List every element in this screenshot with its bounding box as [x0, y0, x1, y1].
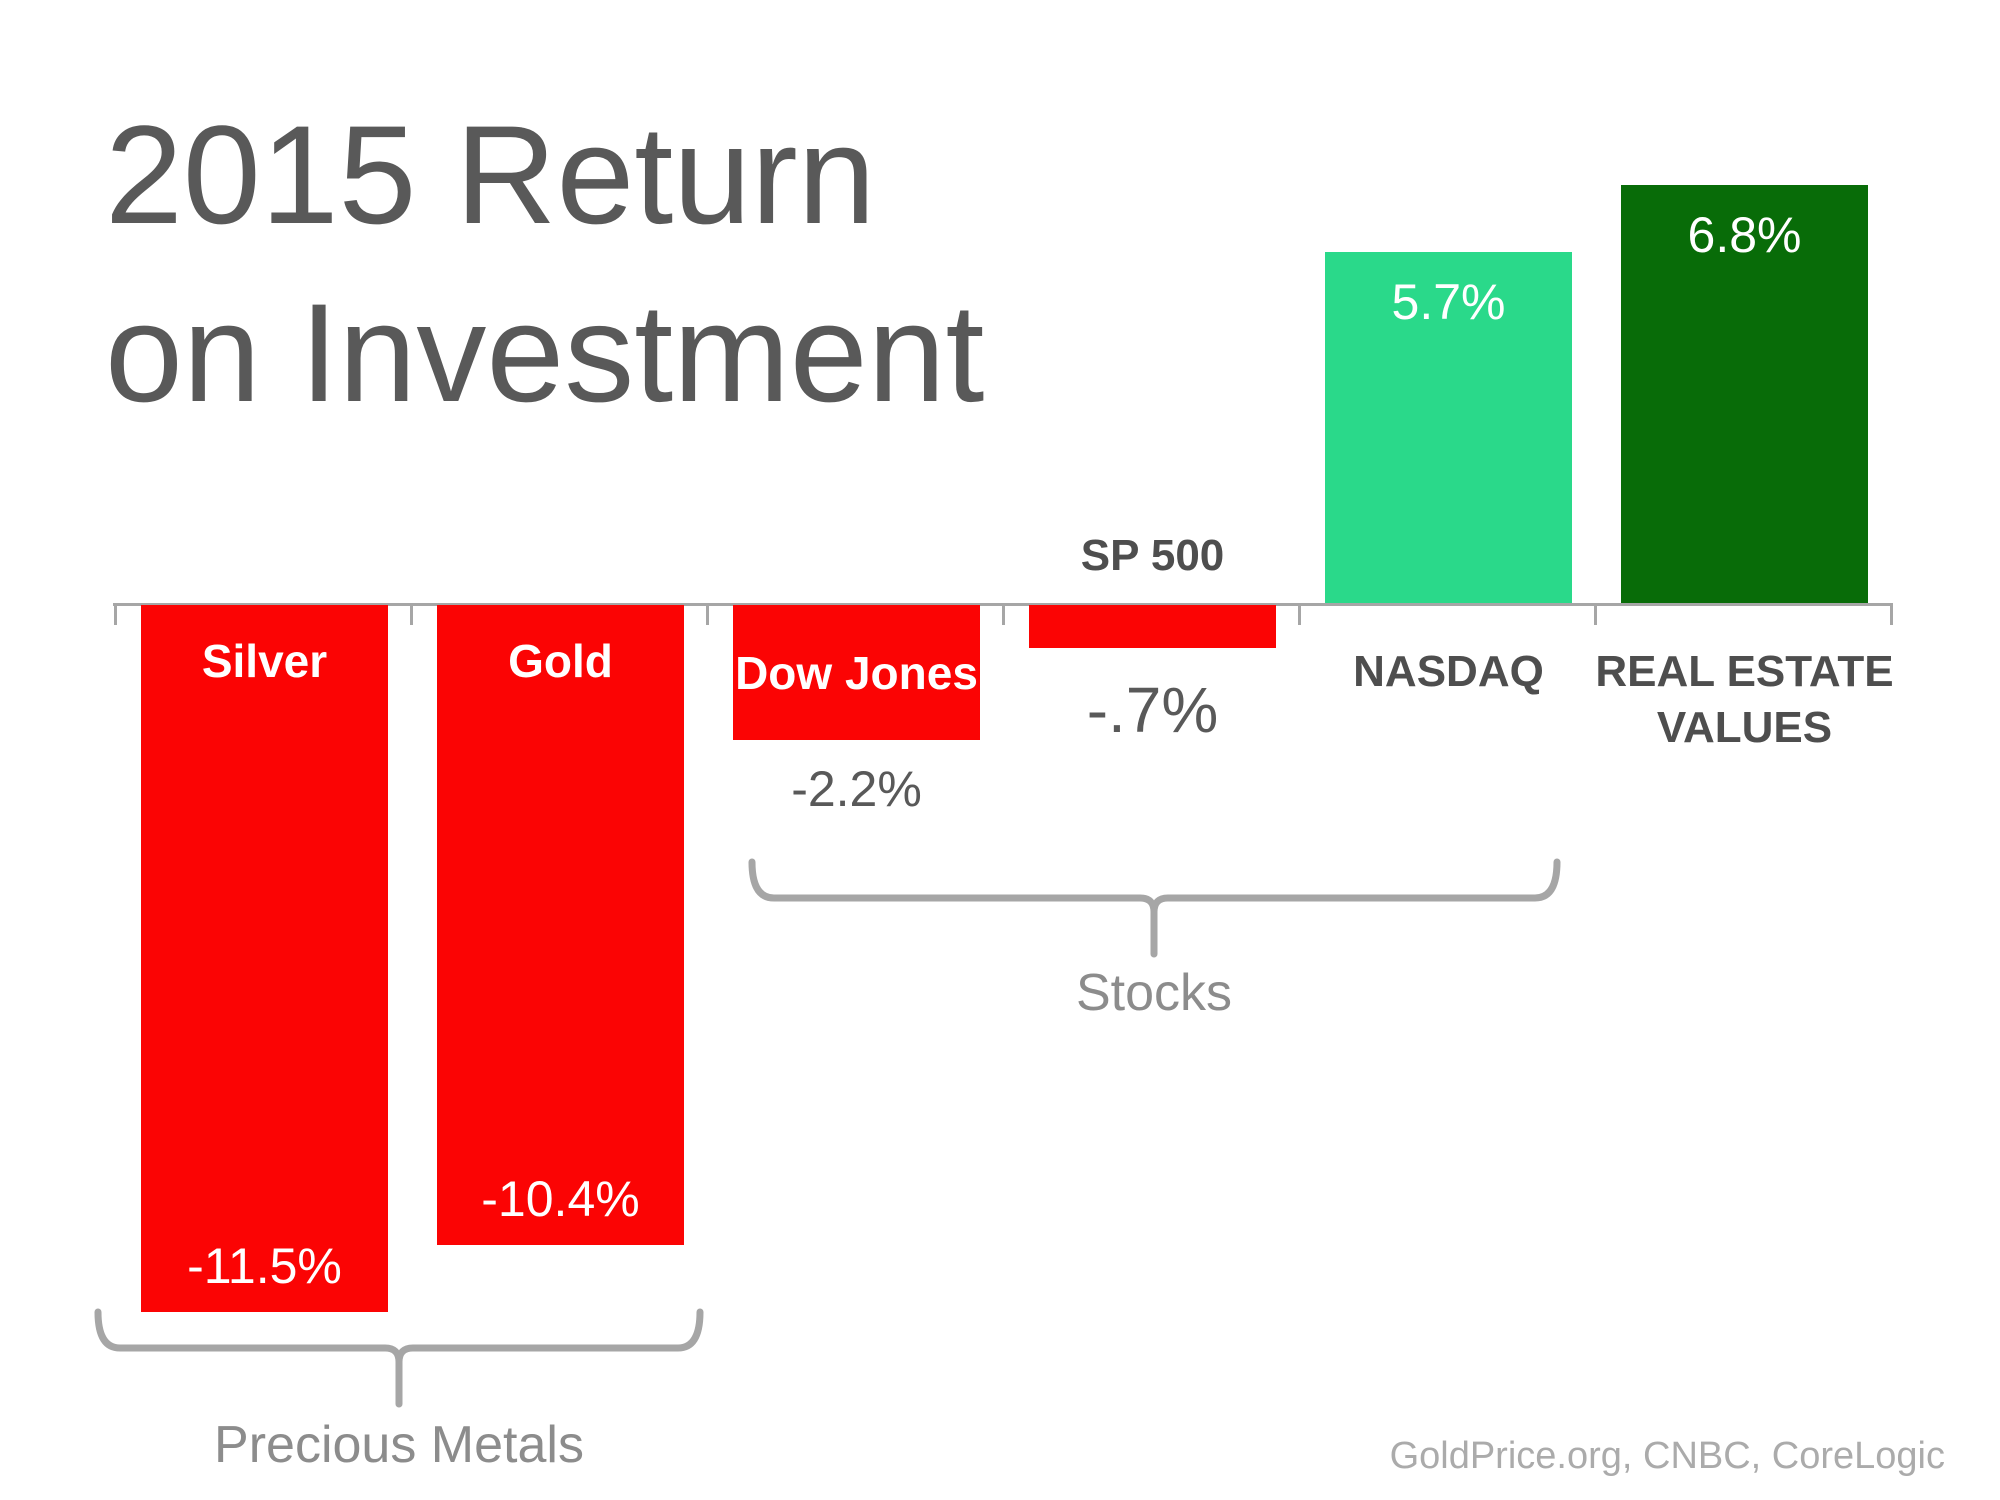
- source-credit: GoldPrice.org, CNBC, CoreLogic: [1389, 1435, 1945, 1477]
- bar-value-real-estate: 6.8%: [1687, 207, 1802, 263]
- axis-tick: [1002, 603, 1005, 625]
- axis-tick: [706, 603, 709, 625]
- bar-value-sp-500: -.7%: [1086, 674, 1219, 746]
- bar-label-dow-jones: Dow Jones: [735, 647, 978, 699]
- bar-sp-500: [1029, 605, 1276, 648]
- bar-nasdaq: 5.7%: [1325, 252, 1572, 603]
- axis-tick: [1298, 603, 1301, 625]
- bar-dow-jones: Dow Jones: [733, 605, 980, 740]
- axis-tick: [1890, 603, 1893, 625]
- bar-label-sp-500: SP 500: [1080, 531, 1225, 580]
- chart-title: 2015 Return on Investment: [105, 96, 985, 431]
- bar-label-gold: Gold: [508, 635, 613, 687]
- bar-label-real-estate: REAL ESTATE VALUES: [1595, 647, 1894, 752]
- brace-precious-metals: [94, 1308, 704, 1408]
- axis-tick: [410, 603, 413, 625]
- bar-value-gold: -10.4%: [481, 1171, 640, 1227]
- bar-real-estate: 6.8%: [1621, 185, 1868, 603]
- group-label-stocks: Stocks: [1075, 964, 1233, 1022]
- bar-gold: Gold -10.4%: [437, 605, 684, 1245]
- bar-value-dow-jones: -2.2%: [791, 761, 922, 817]
- bar-value-silver: -11.5%: [187, 1238, 342, 1294]
- bar-label-silver: Silver: [201, 635, 328, 687]
- bar-value-nasdaq: 5.7%: [1391, 274, 1506, 330]
- bar-silver: Silver -11.5%: [141, 605, 388, 1312]
- bar-label-nasdaq: NASDAQ: [1353, 647, 1544, 696]
- axis-tick: [1594, 603, 1597, 625]
- brace-stocks: [748, 858, 1561, 958]
- group-label-precious-metals: Precious Metals: [214, 1416, 584, 1474]
- axis-tick: [114, 603, 117, 625]
